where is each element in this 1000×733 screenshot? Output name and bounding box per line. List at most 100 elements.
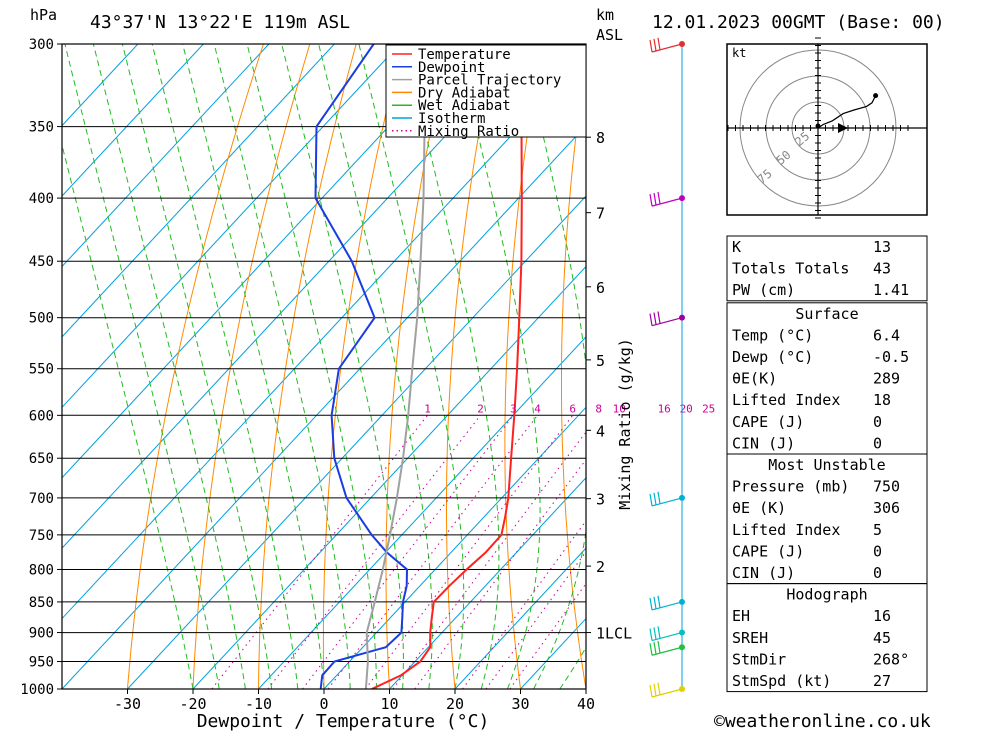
pressure-tick-label: 700 [29, 491, 54, 507]
wind-barb-shaft [651, 497, 683, 507]
wind-profile [649, 37, 685, 698]
km-tick-label: 4 [596, 422, 605, 440]
index-label: θE(K) [732, 370, 777, 388]
index-value: 18 [873, 391, 891, 409]
x-tick-label: -30 [114, 695, 141, 713]
wind-barb-flag [657, 491, 661, 504]
pressure-tick-label: 750 [29, 528, 54, 544]
x-axis-title: Dewpoint / Temperature (°C) [197, 711, 490, 732]
mixing-ratio-labels: 1 2 3 4 6 8 10 16 20 25 [424, 402, 715, 415]
index-label: StmSpd (kt) [732, 672, 831, 690]
mixing-ratio-line [267, 414, 481, 689]
pressure-tick-label: 800 [29, 563, 54, 579]
x-tick-label: 30 [511, 695, 529, 713]
km-tick-label: 2 [596, 558, 605, 576]
index-label: CIN (J) [732, 564, 795, 582]
index-section-title: Most Unstable [768, 456, 885, 474]
isotherm-line [62, 124, 586, 689]
legend-label: Dewpoint [418, 60, 485, 76]
wind-barb-flag [657, 37, 661, 50]
dry-adiabat-line [446, 44, 496, 689]
mixing-ratio-line [392, 431, 586, 689]
background-lines [62, 44, 717, 689]
station-location: 43°37'N 13°22'E 119m ASL [90, 12, 350, 33]
mixing-ratio-label: 4 [534, 402, 541, 415]
pressure-tick-label: 900 [29, 626, 54, 642]
series-dewpoint [314, 44, 409, 689]
mixing-ratio-label: 25 [702, 402, 715, 415]
wind-barb-shaft [651, 646, 683, 656]
wind-barb-flag [653, 596, 657, 609]
isotherm-line [62, 44, 466, 479]
index-value: 0 [873, 564, 882, 582]
dry-adiabat-line [322, 44, 404, 689]
wind-barb-flag [649, 39, 653, 53]
x-tick-label: 20 [446, 695, 464, 713]
wind-barb-flag [649, 597, 653, 611]
index-value: 1.41 [873, 281, 909, 299]
wind-barb-flag [653, 627, 657, 640]
wind-barb-shaft [651, 197, 683, 207]
hodograph-unit: kt [732, 46, 746, 60]
wet-adiabat-line [121, 44, 273, 689]
pressure-tick-label: 850 [29, 595, 54, 611]
run-datetime: 12.01.2023 00GMT (Base: 00) [652, 12, 945, 33]
dry-adiabat-line [504, 44, 543, 689]
asl-label: ASL [596, 26, 623, 44]
pressure-axis: 300 350 400 450 500 550 600 650 700 750 800 850 900 9… [20, 37, 62, 698]
wind-barb-flag [657, 640, 661, 654]
index-section-title: Surface [795, 305, 858, 323]
wet-adiabat-line [62, 143, 194, 689]
x-tick-label: 40 [577, 695, 595, 713]
index-value: 43 [873, 260, 891, 278]
index-value: 6.4 [873, 326, 900, 344]
index-value: 27 [873, 672, 891, 690]
wind-barb-flag [649, 493, 653, 507]
pressure-tick-label: 600 [29, 408, 54, 424]
legend-box [385, 44, 587, 138]
mixing-ratio-label: 1 [424, 402, 431, 415]
index-section-box [726, 583, 928, 693]
isotherm-line [323, 406, 586, 689]
wind-barb-flag [653, 492, 657, 505]
km-tick-label: 1LCL [596, 625, 632, 643]
dry-adiabat-line [669, 44, 717, 689]
mixing-ratio-label: 8 [595, 402, 602, 415]
wind-barb-flag [657, 595, 661, 608]
isotherm-line [62, 44, 204, 197]
index-label: K [732, 238, 741, 256]
wind-barb-flag [653, 38, 657, 51]
index-value: 5 [873, 521, 882, 539]
mixing-ratio-axis-title: Mixing Ratio (g/kg) [616, 338, 634, 510]
wet-adiabat-line [92, 44, 246, 689]
legend-label: Wet Adiabat [418, 98, 511, 114]
isotherm-line [258, 336, 586, 689]
index-label: Dewp (°C) [732, 348, 813, 366]
legend-label: Mixing Ratio [418, 124, 519, 140]
pressure-tick-label: 400 [29, 191, 54, 207]
km-tick-label: 7 [596, 205, 605, 223]
index-label: CAPE (J) [732, 542, 804, 560]
mixing-ratio-label: 10 [613, 402, 626, 415]
sounding-profiles [314, 44, 523, 689]
wind-barb-flag [657, 191, 661, 205]
legend-label: Parcel Trajectory [418, 73, 561, 89]
mixing-ratio-label: 6 [569, 402, 576, 415]
mixing-ratio-label: 20 [680, 402, 693, 415]
wind-barb-flag [653, 642, 657, 655]
isotherm-line [62, 44, 401, 409]
index-value: 750 [873, 478, 900, 496]
index-value: 45 [873, 629, 891, 647]
pressure-tick-label: 650 [29, 451, 54, 467]
wet-adiabat-line [455, 44, 541, 689]
wind-barb-shaft [651, 688, 683, 698]
index-label: Pressure (mb) [732, 478, 849, 496]
indices-table: K 13 Totals Totals 43 PW (cm) 1.41 Surface Temp… [726, 235, 928, 693]
index-label: Totals Totals [732, 260, 849, 278]
index-label: CAPE (J) [732, 413, 804, 431]
dry-adiabat-line [192, 44, 311, 689]
km-tick-label: 8 [596, 129, 605, 147]
wet-adiabat-line [182, 44, 325, 689]
pressure-tick-label: 350 [29, 120, 54, 136]
